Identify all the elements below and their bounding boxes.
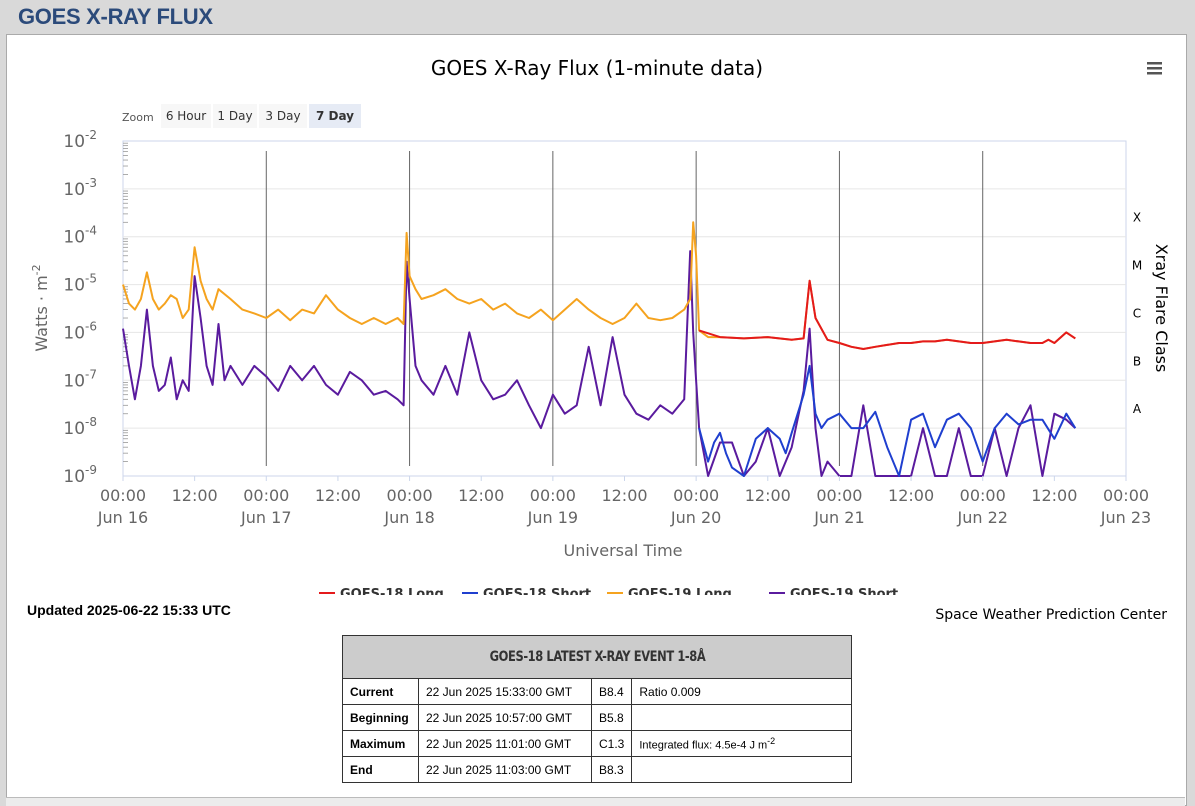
- menu-icon: [1147, 62, 1162, 65]
- event-extra: Integrated flux: 4.5e-4 J m-2: [631, 730, 852, 757]
- flare-class-label: X: [1133, 211, 1141, 225]
- x-tick-time-label: 00:00: [530, 486, 576, 505]
- event-time: 22 Jun 2025 15:33:00 GMT: [418, 678, 592, 705]
- zoom-button-7-day[interactable]: 7 Day: [309, 104, 361, 128]
- x-axis: 00:00 Jun 16 12:00 00:00 Jun 17 12:00 00:00 Jun…: [97, 476, 1151, 527]
- legend-item[interactable]: GOES-18 Short: [462, 587, 591, 595]
- x-tick-date-label: Jun 17: [240, 508, 291, 527]
- zoom-button-1-day[interactable]: 1 Day: [213, 104, 257, 128]
- legend-item[interactable]: GOES-18 Long: [319, 587, 444, 595]
- xray-flux-chart: GOES X-Ray Flux (1-minute data) Zoom 6 H…: [30, 56, 1171, 595]
- zoom-label: Zoom: [122, 111, 154, 124]
- x-tick-date-label: Jun 20: [670, 508, 721, 527]
- event-label: Current: [342, 678, 419, 705]
- series-line-goes-18-short: [698, 364, 1077, 477]
- legend: GOES-18 Long GOES-18 Short GOES-19 Long GOE…: [319, 587, 898, 595]
- flare-class-label: M: [1132, 259, 1142, 273]
- event-time: 22 Jun 2025 10:57:00 GMT: [418, 704, 592, 731]
- credit-text: Space Weather Prediction Center: [935, 607, 1167, 623]
- x-tick-time-label: 12:00: [601, 486, 647, 505]
- x-tick-time-label: 00:00: [387, 486, 433, 505]
- chart-menu-button[interactable]: [1141, 57, 1167, 81]
- event-table-title: GOES-18 LATEST X-RAY EVENT 1-8Å: [342, 635, 852, 679]
- event-label: End: [342, 756, 419, 783]
- flare-class-axis: A B C M X: [1132, 211, 1142, 416]
- x-tick-time-label: 00:00: [960, 486, 1006, 505]
- x-tick-date-label: Jun 21: [813, 508, 864, 527]
- series-lines: [122, 221, 1077, 477]
- event-class: B5.8: [590, 704, 633, 731]
- event-label: Beginning: [342, 704, 419, 731]
- x-tick-time-label: 00:00: [243, 486, 289, 505]
- y-tick-label: 10-7: [63, 367, 97, 391]
- event-extra: Ratio 0.009: [631, 678, 852, 705]
- event-table: GOES-18 LATEST X-RAY EVENT 1-8Å Current 2…: [342, 635, 852, 783]
- x-tick-time-label: 12:00: [315, 486, 361, 505]
- y-axis: 10-9 10-8 10-7 10-6 10-5 10-4 10-3 10-2: [63, 128, 97, 487]
- y-tick-label: 10-6: [63, 319, 97, 343]
- x-tick-date-label: Jun 16: [97, 508, 148, 527]
- legend-item[interactable]: GOES-19 Long: [607, 587, 732, 595]
- y-tick-label: 10-8: [63, 415, 97, 439]
- chart-title: GOES X-Ray Flux (1-minute data): [431, 56, 763, 80]
- flare-class-label: B: [1133, 354, 1141, 368]
- zoom-button-label: 6 Hour: [166, 109, 206, 123]
- event-time: 22 Jun 2025 11:03:00 GMT: [418, 756, 592, 783]
- y-axis-title: Watts · m-2: [30, 264, 51, 351]
- bottom-strip: [6, 797, 1185, 806]
- event-row: End 22 Jun 2025 11:03:00 GMT B8.3: [342, 756, 852, 783]
- x-tick-date-label: Jun 19: [527, 508, 578, 527]
- event-extra: [631, 704, 852, 731]
- event-time: 22 Jun 2025 11:01:00 GMT: [418, 730, 592, 757]
- zoom-button-label: 1 Day: [217, 109, 252, 123]
- y-tick-label: 10-4: [63, 224, 97, 248]
- flare-class-label: C: [1133, 306, 1141, 320]
- event-row: Beginning 22 Jun 2025 10:57:00 GMT B5.8: [342, 704, 852, 731]
- legend-label: GOES-18 Short: [483, 587, 591, 595]
- legend-label: GOES-19 Long: [628, 587, 732, 595]
- zoom-button-label: 3 Day: [265, 109, 300, 123]
- plot-area: [122, 140, 1127, 477]
- x-tick-time-label: 00:00: [1103, 486, 1149, 505]
- event-row: Current 22 Jun 2025 15:33:00 GMT B8.4 Ratio…: [342, 678, 852, 705]
- zoom-button-3-day[interactable]: 3 Day: [259, 104, 307, 128]
- x-tick-time-label: 12:00: [745, 486, 791, 505]
- page-header: GOES X-RAY FLUX: [0, 0, 1195, 34]
- y-tick-label: 10-2: [63, 128, 97, 152]
- x-tick-time-label: 12:00: [1031, 486, 1077, 505]
- zoom-button-label: 7 Day: [316, 109, 354, 123]
- x-tick-date-label: Jun 18: [383, 508, 434, 527]
- series-line-goes-18-long: [698, 279, 1076, 350]
- y-tick-label: 10-5: [63, 272, 97, 296]
- event-label: Maximum: [342, 730, 419, 757]
- series-line-goes-19-short: [122, 250, 1076, 477]
- x-tick-date-label: Jun 23: [1100, 508, 1151, 527]
- x-tick-time-label: 00:00: [673, 486, 719, 505]
- event-class: B8.3: [590, 756, 633, 783]
- y-tick-label: 10-9: [63, 463, 97, 487]
- event-class: B8.4: [590, 678, 633, 705]
- x-tick-time-label: 12:00: [458, 486, 504, 505]
- flare-class-label: A: [1133, 402, 1142, 416]
- zoom-button-6-hour[interactable]: 6 Hour: [161, 104, 211, 128]
- x-tick-time-label: 00:00: [816, 486, 862, 505]
- zoom-buttons: 6 Hour 1 Day 3 Day 7 Day: [161, 104, 361, 128]
- x-tick-time-label: 12:00: [172, 486, 218, 505]
- x-tick-date-label: Jun 22: [956, 508, 1007, 527]
- y-tick-label: 10-3: [63, 176, 97, 200]
- x-tick-time-label: 12:00: [888, 486, 934, 505]
- event-extra: [631, 756, 852, 783]
- page-title: GOES X-RAY FLUX: [18, 4, 213, 29]
- legend-label: GOES-19 Short: [790, 587, 898, 595]
- x-tick-time-label: 00:00: [100, 486, 146, 505]
- legend-item[interactable]: GOES-19 Short: [769, 587, 898, 595]
- event-row: Maximum 22 Jun 2025 11:01:00 GMT C1.3 Integ…: [342, 730, 852, 757]
- legend-label: GOES-18 Long: [340, 587, 444, 595]
- updated-timestamp: Updated 2025-06-22 15:33 UTC: [27, 602, 231, 618]
- x-axis-title: Universal Time: [563, 541, 682, 560]
- event-class: C1.3: [590, 730, 633, 757]
- chart-panel: GOES X-Ray Flux (1-minute data) Zoom 6 H…: [6, 34, 1187, 806]
- right-axis-title: Xray Flare Class: [1152, 244, 1171, 373]
